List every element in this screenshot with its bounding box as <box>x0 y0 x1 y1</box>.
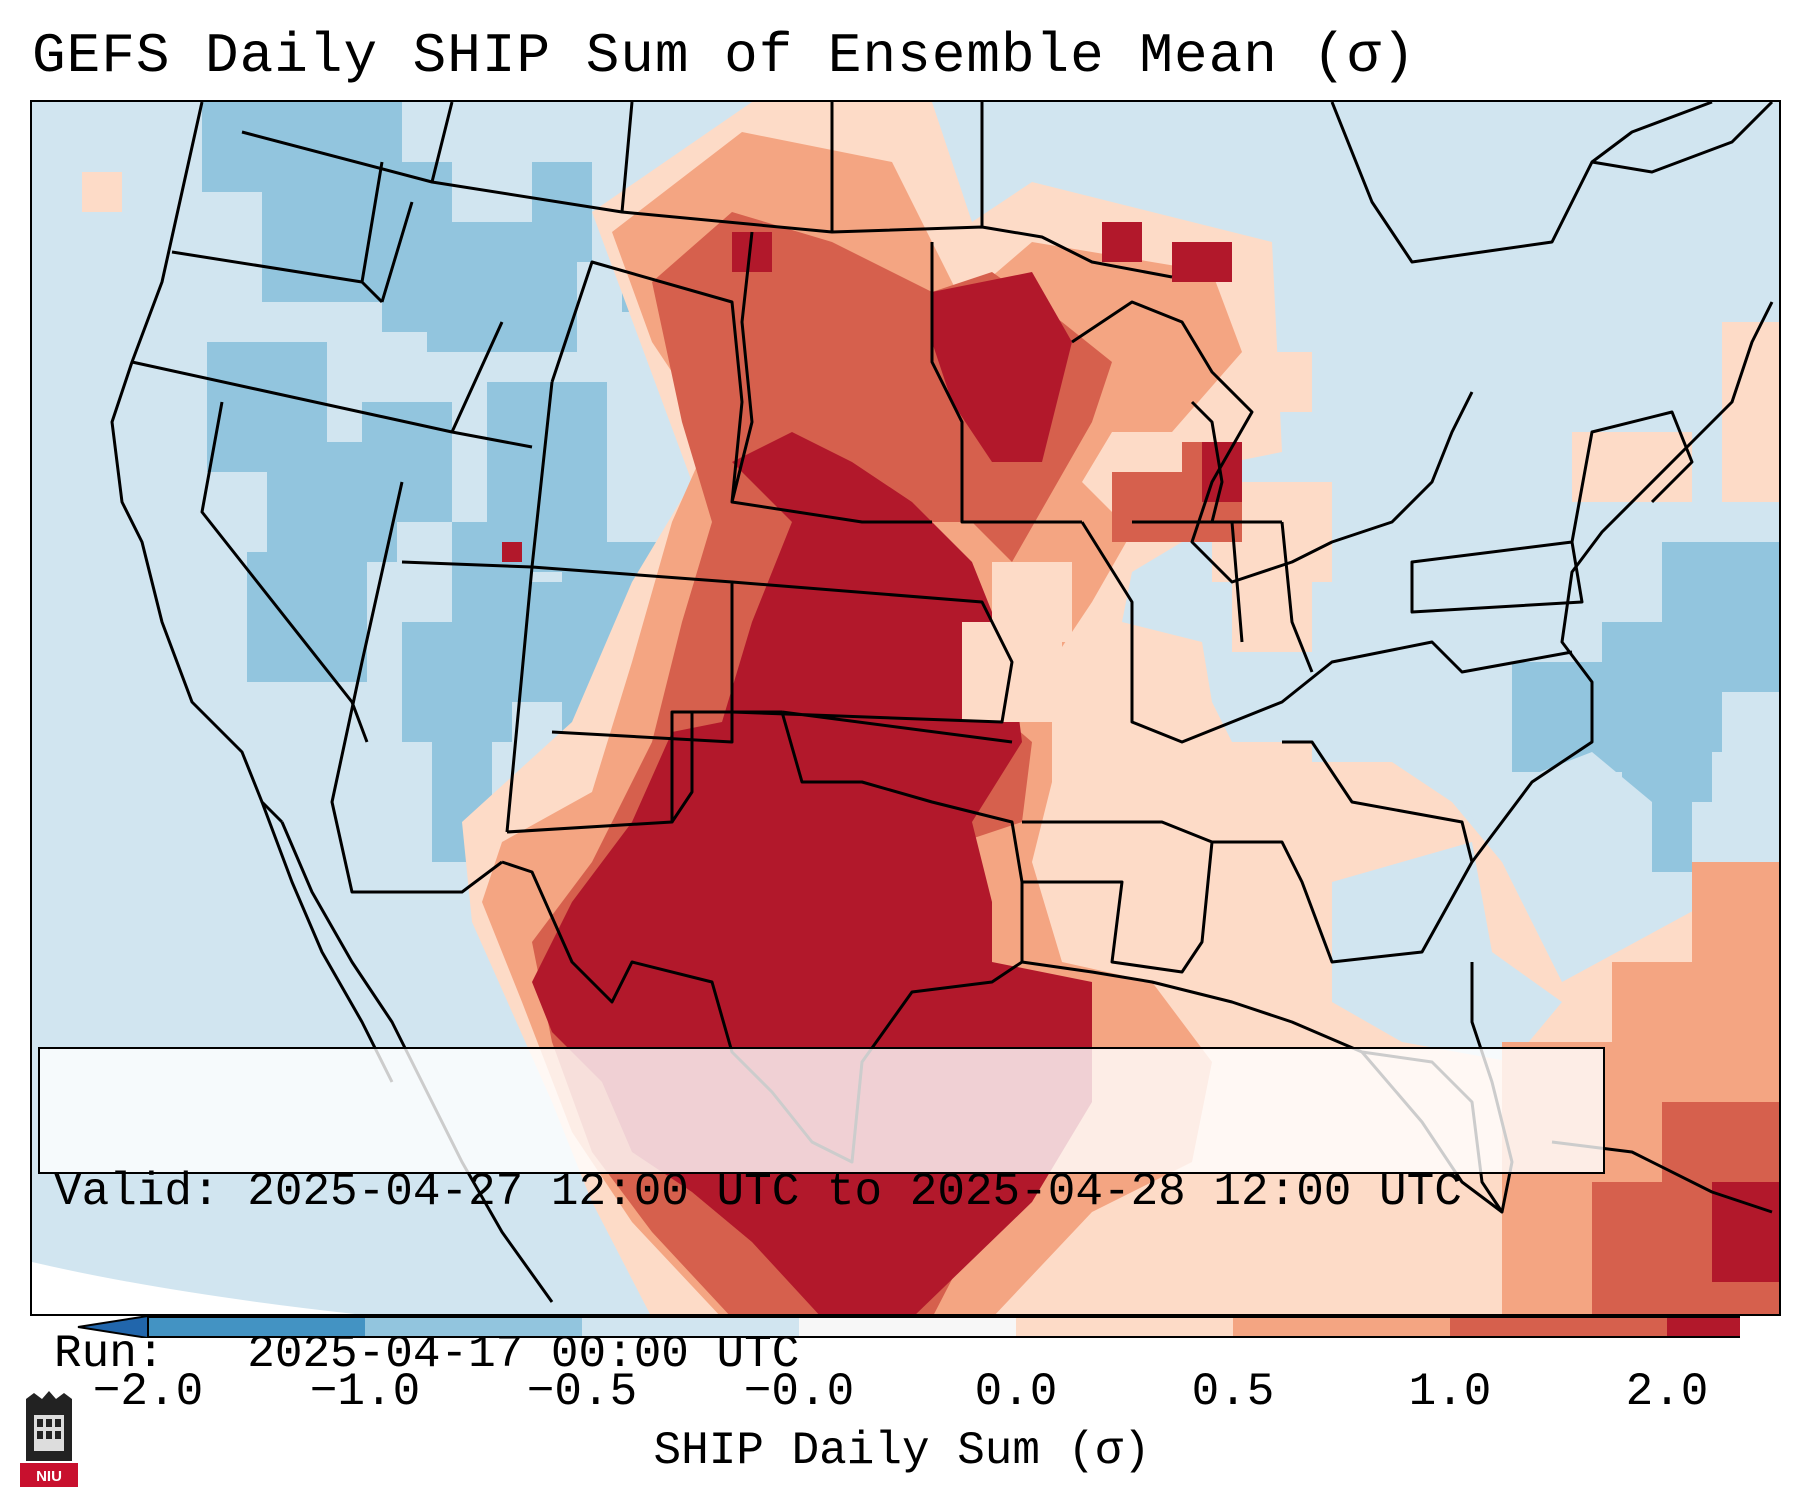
colorbar-label: SHIP Daily Sum (σ) <box>653 1425 1151 1477</box>
ohio-valley <box>1080 521 1573 744</box>
ca-nv-border <box>200 401 369 743</box>
colorbar-segment <box>1016 1316 1233 1338</box>
baja <box>260 801 394 1083</box>
ut-co-nm <box>401 381 734 833</box>
validity-info-box: Valid: 2025-04-27 12:00 UTC to 2025-04-2… <box>38 1047 1605 1380</box>
niu-logo: NIU <box>20 1391 78 1487</box>
colorbar-segment <box>148 1316 365 1338</box>
colorbar-tick-label: 0.0 <box>974 1366 1058 1418</box>
colorbar <box>77 1316 1740 1338</box>
niu-castle-icon <box>20 1391 78 1487</box>
nv-ut-az <box>330 481 503 894</box>
canada-lines <box>430 102 984 232</box>
colorbar-tick-label: −0.5 <box>526 1366 638 1418</box>
colorbar-segment <box>582 1316 799 1338</box>
ga-sc <box>1212 740 1474 964</box>
colorbar-segment <box>799 1316 1016 1338</box>
colorbar-segment <box>365 1316 582 1338</box>
us-canada-border <box>241 130 1173 279</box>
map-panel <box>30 100 1781 1316</box>
nm-tx <box>506 710 782 834</box>
west-coast <box>110 102 284 824</box>
colorbar-outline <box>147 1316 1740 1338</box>
great-lakes <box>1071 300 1474 584</box>
colorbar-tick-label: 2.0 <box>1625 1366 1709 1418</box>
east-coast <box>1470 301 1774 863</box>
colorbar-segment <box>1233 1316 1450 1338</box>
mi-in-oh <box>1132 520 1314 673</box>
near-zero-midwest <box>962 352 1312 722</box>
colorbar-tick-label: −2.0 <box>92 1366 204 1418</box>
la-ms-al <box>1022 820 1214 974</box>
hudson-bay <box>1330 102 1713 264</box>
valid-time-line: Valid: 2025-04-27 12:00 UTC to 2025-04-2… <box>54 1166 1462 1218</box>
negative-anomaly-atlantic <box>1512 542 1779 1302</box>
mn-line <box>930 242 1082 524</box>
ne-ks-ok <box>731 580 1014 744</box>
colorbar-tick-label: −1.0 <box>309 1366 421 1418</box>
colorbar-under-arrow <box>77 1316 149 1338</box>
northeast-states <box>1410 410 1694 614</box>
colorbar-segment <box>1667 1316 1740 1338</box>
map-title: GEFS Daily SHIP Sum of Ensemble Mean (σ) <box>32 24 1417 88</box>
id-lines <box>360 161 504 433</box>
colorbar-segment <box>1450 1316 1667 1338</box>
colorbar-tick-label: −0.0 <box>743 1366 855 1418</box>
ship-anomaly-map <box>32 102 1779 1314</box>
colorbar-tick-label: 0.5 <box>1191 1366 1275 1418</box>
map-boundaries <box>110 102 1774 1303</box>
lake-michigan <box>1190 400 1224 523</box>
quebec-coast <box>1591 102 1774 174</box>
niu-logo-text: NIU <box>36 1468 62 1485</box>
dakotas <box>730 231 932 524</box>
wy-line <box>550 260 744 503</box>
near-zero-southeast <box>1312 602 1652 1062</box>
colorbar-tick-label: 1.0 <box>1408 1366 1492 1418</box>
